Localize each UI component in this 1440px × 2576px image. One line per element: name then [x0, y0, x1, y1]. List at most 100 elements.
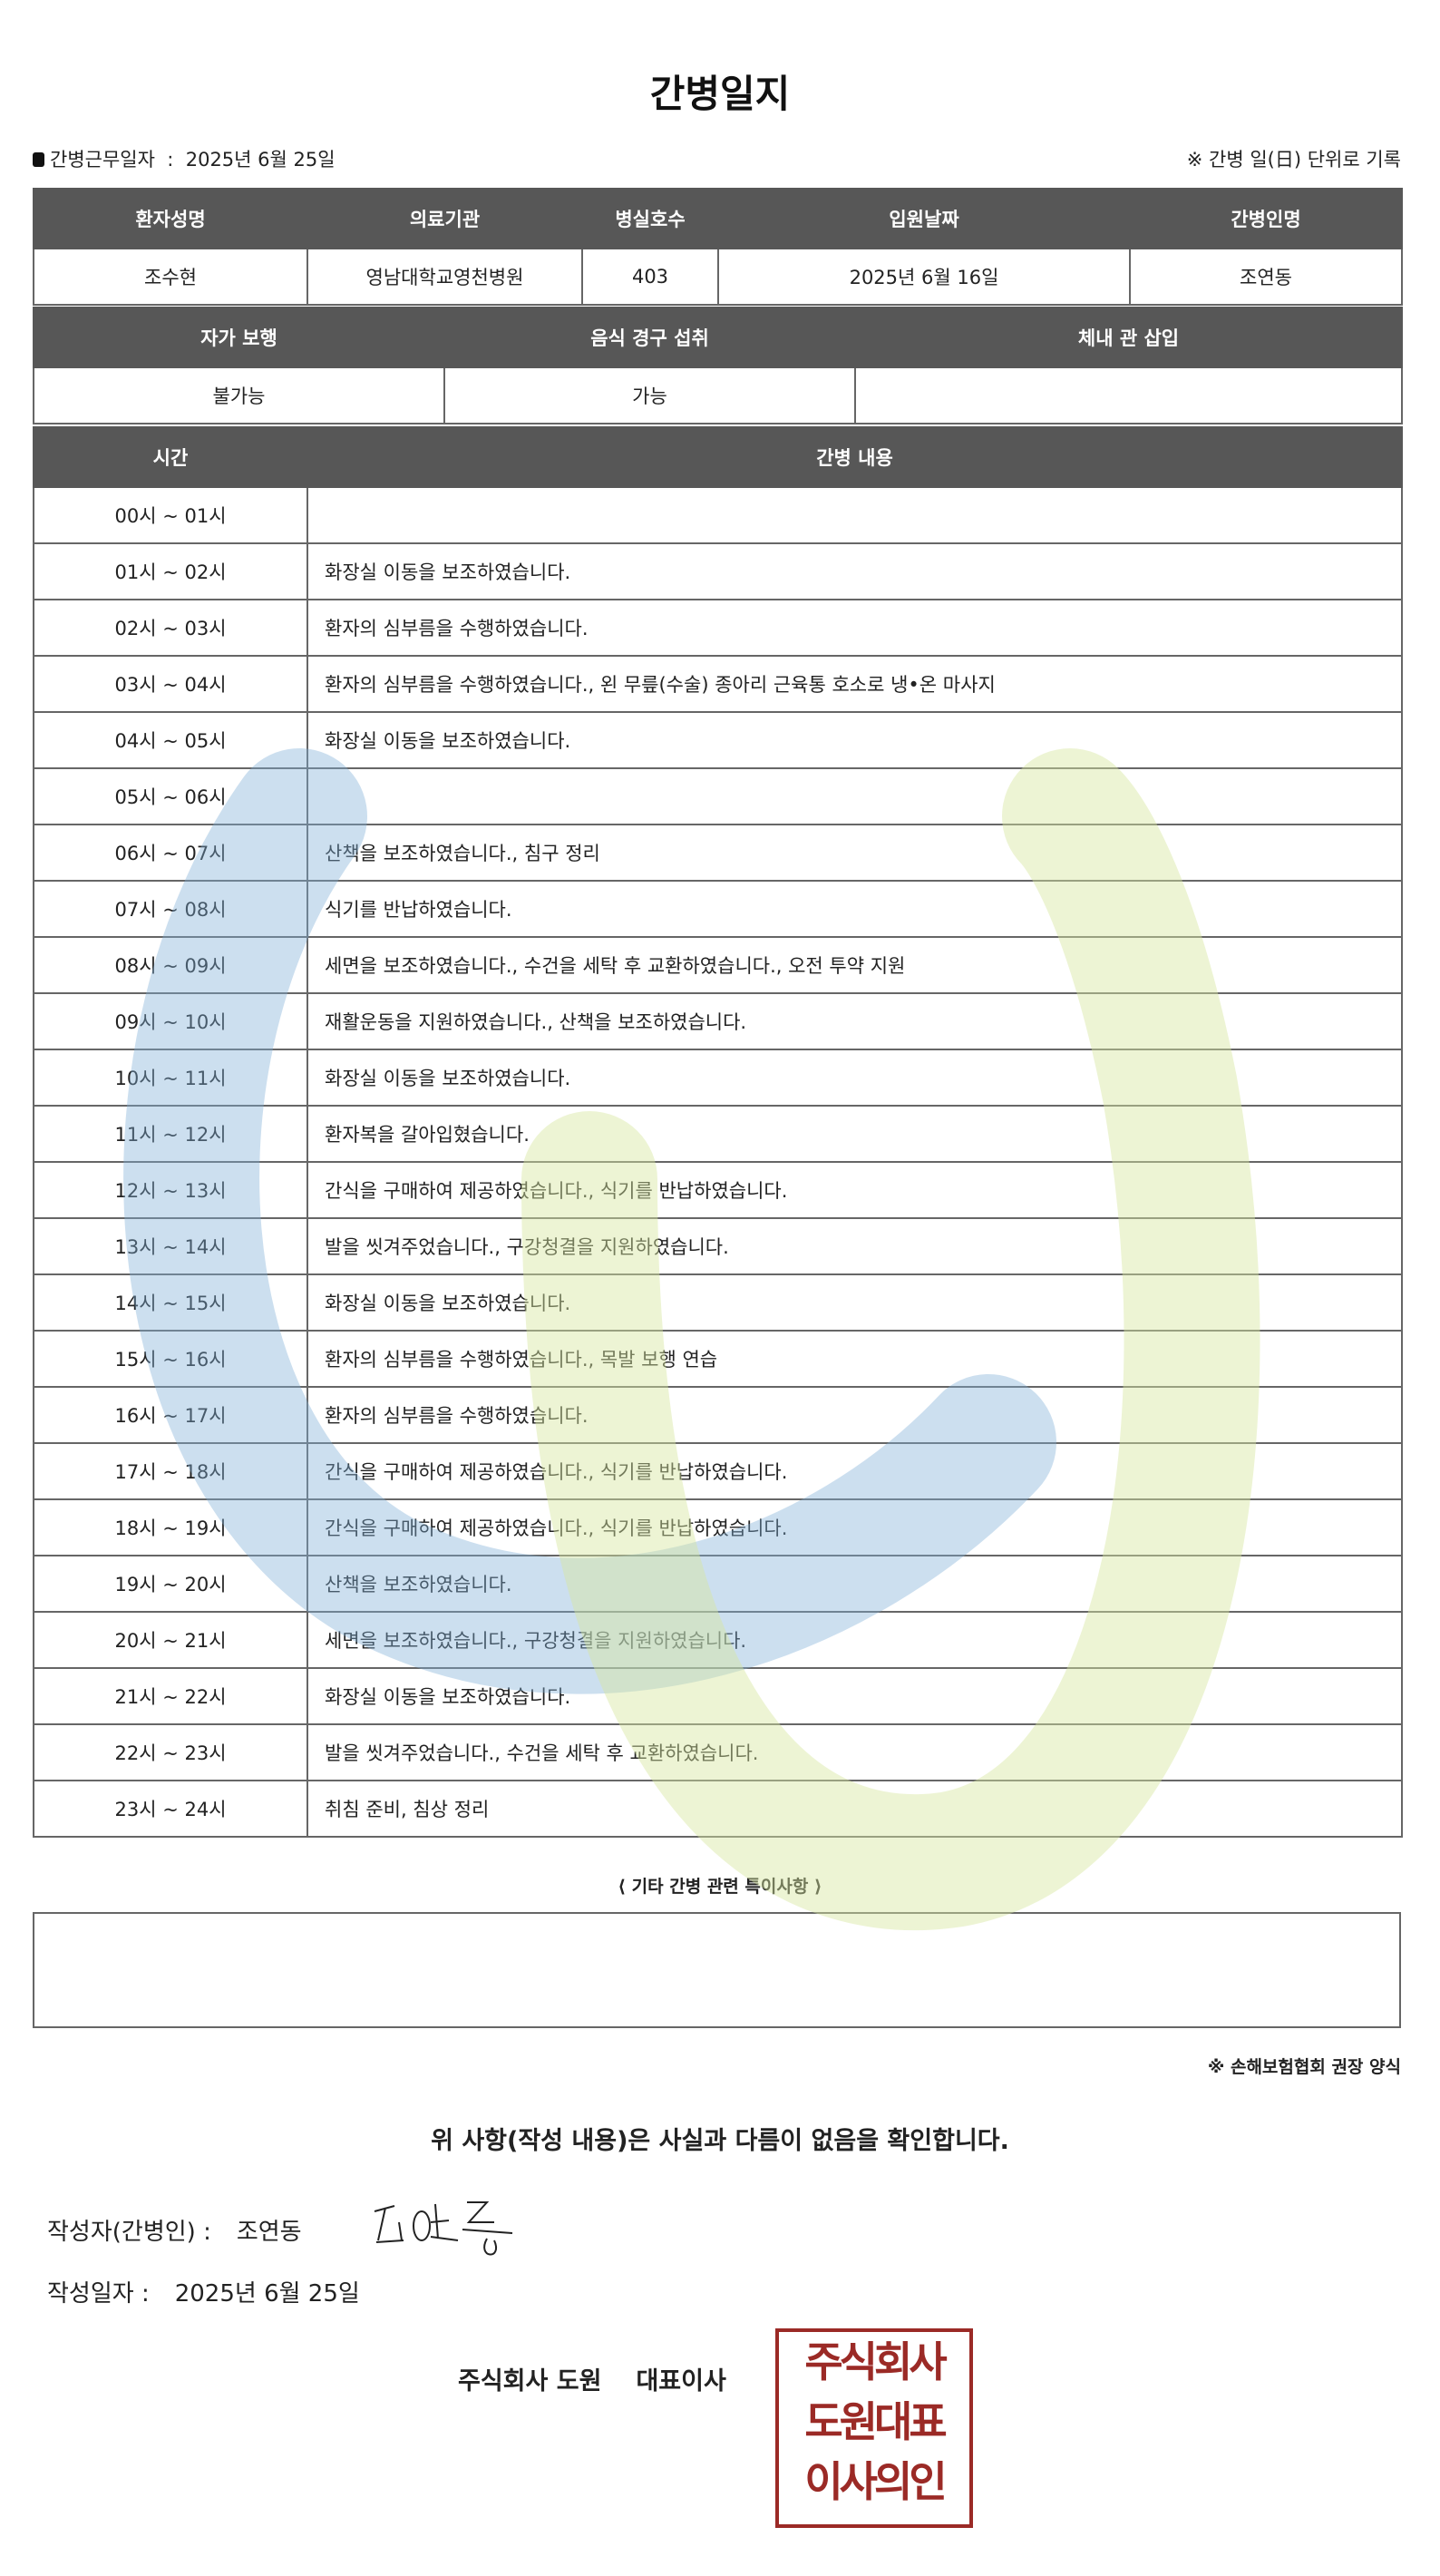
log-row: 14시 ~ 15시 화장실 이동을 보조하였습니다.	[33, 1273, 1403, 1332]
log-content: 식기를 반납하였습니다.	[306, 880, 1403, 938]
log-row: 06시 ~ 07시 산책을 보조하였습니다., 침구 정리	[33, 824, 1403, 882]
log-content: 화장실 이동을 보조하였습니다.	[306, 542, 1403, 600]
special-notes-box	[33, 1912, 1401, 2028]
log-content: 화장실 이동을 보조하였습니다.	[306, 1049, 1403, 1107]
log-content: 산책을 보조하였습니다.	[306, 1555, 1403, 1613]
log-time: 09시 ~ 10시	[33, 992, 308, 1050]
patient-status-table: 자가 보행 음식 경구 섭취 체내 관 삽입 불가능 가능	[33, 307, 1403, 424]
log-content: 간식을 구매하여 제공하였습니다., 식기를 반납하였습니다.	[306, 1498, 1403, 1556]
stamp-line: 도원대표	[804, 2397, 947, 2446]
log-row: 18시 ~ 19시 간식을 구매하여 제공하였습니다., 식기를 반납하였습니다.	[33, 1498, 1403, 1556]
log-row: 15시 ~ 16시 환자의 심부름을 수행하였습니다., 목발 보행 연습	[33, 1330, 1403, 1388]
log-time: 02시 ~ 03시	[33, 599, 308, 657]
written-date-label: 작성일자 :	[47, 2280, 150, 2308]
log-content	[306, 767, 1403, 825]
log-time: 00시 ~ 01시	[33, 486, 308, 544]
room-number: 403	[581, 248, 719, 306]
log-row: 10시 ~ 11시 화장실 이동을 보조하였습니다.	[33, 1049, 1403, 1107]
written-date-line: 작성일자 : 2025년 6월 25일	[47, 2275, 360, 2308]
square-bullet-icon	[33, 152, 44, 167]
log-row: 11시 ~ 12시 환자복을 갈아입혔습니다.	[33, 1105, 1403, 1163]
log-content: 간식을 구매하여 제공하였습니다., 식기를 반납하였습니다.	[306, 1161, 1403, 1219]
log-content: 세면을 보조하였습니다., 구강청결을 지원하였습니다.	[306, 1611, 1403, 1669]
log-content: 환자복을 갈아입혔습니다.	[306, 1105, 1403, 1163]
log-row: 02시 ~ 03시 환자의 심부름을 수행하였습니다.	[33, 599, 1403, 657]
log-time: 06시 ~ 07시	[33, 824, 308, 882]
log-content: 환자의 심부름을 수행하였습니다.	[306, 1386, 1403, 1444]
log-content	[306, 486, 1403, 544]
header-admission-date: 입원날짜	[717, 188, 1131, 249]
header-self-walking: 자가 보행	[33, 307, 445, 368]
log-row: 03시 ~ 04시 환자의 심부름을 수행하였습니다., 왼 무릎(수술) 종아리…	[33, 655, 1403, 713]
log-time: 18시 ~ 19시	[33, 1498, 308, 1556]
self-walking: 불가능	[33, 366, 445, 424]
handwritten-signature	[374, 2201, 513, 2256]
log-row: 21시 ~ 22시 화장실 이동을 보조하였습니다.	[33, 1667, 1403, 1725]
patient-name: 조수현	[33, 248, 308, 306]
log-row: 07시 ~ 08시 식기를 반납하였습니다.	[33, 880, 1403, 938]
log-time: 12시 ~ 13시	[33, 1161, 308, 1219]
log-time: 19시 ~ 20시	[33, 1555, 308, 1613]
work-date-value: 2025년 6월 25일	[185, 149, 336, 171]
header-hospital: 의료기관	[306, 188, 583, 249]
log-content: 발을 씻겨주었습니다., 구강청결을 지원하였습니다.	[306, 1217, 1403, 1275]
work-date: 간병근무일자 : 2025년 6월 25일	[33, 145, 336, 172]
log-time: 11시 ~ 12시	[33, 1105, 308, 1163]
log-time: 14시 ~ 15시	[33, 1273, 308, 1332]
header-caregiver-name: 간병인명	[1129, 188, 1403, 249]
log-content: 간식을 구매하여 제공하였습니다., 식기를 반납하였습니다.	[306, 1442, 1403, 1500]
log-row: 04시 ~ 05시 화장실 이동을 보조하였습니다.	[33, 711, 1403, 769]
writer-label: 작성자(간병인) :	[47, 2219, 211, 2246]
log-row: 22시 ~ 23시 발을 씻겨주었습니다., 수건을 세탁 후 교환하였습니다.	[33, 1723, 1403, 1781]
special-notes-title: ⟨ 기타 간병 관련 특이사항 ⟩	[618, 1877, 822, 1897]
written-date-value: 2025년 6월 25일	[174, 2280, 360, 2308]
company-line: 주식회사 도원 대표이사	[458, 2361, 726, 2396]
log-time: 13시 ~ 14시	[33, 1217, 308, 1275]
log-row: 08시 ~ 09시 세면을 보조하였습니다., 수건을 세탁 후 교환하였습니다.…	[33, 936, 1403, 994]
admission-date: 2025년 6월 16일	[717, 248, 1131, 306]
log-content: 화장실 이동을 보조하였습니다.	[306, 1273, 1403, 1332]
header-time: 시간	[33, 426, 308, 488]
log-row: 05시 ~ 06시	[33, 767, 1403, 825]
log-row: 16시 ~ 17시 환자의 심부름을 수행하였습니다.	[33, 1386, 1403, 1444]
patient-value-row: 조수현 영남대학교영천병원 403 2025년 6월 16일 조연동	[33, 248, 1403, 306]
tube-insertion	[854, 366, 1403, 424]
log-row: 13시 ~ 14시 발을 씻겨주었습니다., 구강청결을 지원하였습니다.	[33, 1217, 1403, 1275]
hospital: 영남대학교영천병원	[306, 248, 583, 306]
day-unit-note: ※ 간병 일(日) 단위로 기록	[1186, 149, 1401, 171]
oral-intake: 가능	[443, 366, 856, 424]
log-time: 05시 ~ 06시	[33, 767, 308, 825]
log-row: 09시 ~ 10시 재활운동을 지원하였습니다., 산책을 보조하였습니다.	[33, 992, 1403, 1050]
page-title: 간병일지	[649, 72, 791, 116]
work-date-label: 간병근무일자	[50, 149, 155, 171]
log-time: 16시 ~ 17시	[33, 1386, 308, 1444]
log-time: 01시 ~ 02시	[33, 542, 308, 600]
patient-info-table: 환자성명 의료기관 병실호수 입원날짜 간병인명 조수현 영남대학교영천병원 4…	[33, 188, 1403, 306]
log-row: 19시 ~ 20시 산책을 보조하였습니다.	[33, 1555, 1403, 1613]
log-time: 15시 ~ 16시	[33, 1330, 308, 1388]
log-row: 23시 ~ 24시 취침 준비, 침상 정리	[33, 1780, 1403, 1838]
caregiver-name: 조연동	[1129, 248, 1403, 306]
log-time: 23시 ~ 24시	[33, 1780, 308, 1838]
log-content: 화장실 이동을 보조하였습니다.	[306, 1667, 1403, 1725]
log-content: 발을 씻겨주었습니다., 수건을 세탁 후 교환하였습니다.	[306, 1723, 1403, 1781]
work-date-separator: :	[167, 149, 174, 171]
company-name: 주식회사 도원	[458, 2367, 602, 2395]
writer-name: 조연동	[236, 2219, 302, 2246]
log-row: 01시 ~ 02시 화장실 이동을 보조하였습니다.	[33, 542, 1403, 600]
log-content: 환자의 심부름을 수행하였습니다., 왼 무릎(수술) 종아리 근육통 호소로 …	[306, 655, 1403, 713]
status-header-row: 자가 보행 음식 경구 섭취 체내 관 삽입	[33, 307, 1403, 368]
header-care-content: 간병 내용	[306, 426, 1403, 488]
writer-line: 작성자(간병인) : 조연동	[47, 2213, 302, 2247]
care-log-table: 시간 간병 내용 00시 ~ 01시 01시 ~ 02시 화장실 이동을 보조하였습…	[33, 426, 1403, 1838]
header-tube-insertion: 체내 관 삽입	[854, 307, 1403, 368]
company-seal-stamp: 주식회사 도원대표 이사의인	[775, 2328, 973, 2528]
log-row: 00시 ~ 01시	[33, 486, 1403, 544]
log-time: 04시 ~ 05시	[33, 711, 308, 769]
log-row: 17시 ~ 18시 간식을 구매하여 제공하였습니다., 식기를 반납하였습니다.	[33, 1442, 1403, 1500]
log-time: 21시 ~ 22시	[33, 1667, 308, 1725]
log-time: 07시 ~ 08시	[33, 880, 308, 938]
log-header-row: 시간 간병 내용	[33, 426, 1403, 488]
log-time: 17시 ~ 18시	[33, 1442, 308, 1500]
log-row: 20시 ~ 21시 세면을 보조하였습니다., 구강청결을 지원하였습니다.	[33, 1611, 1403, 1669]
